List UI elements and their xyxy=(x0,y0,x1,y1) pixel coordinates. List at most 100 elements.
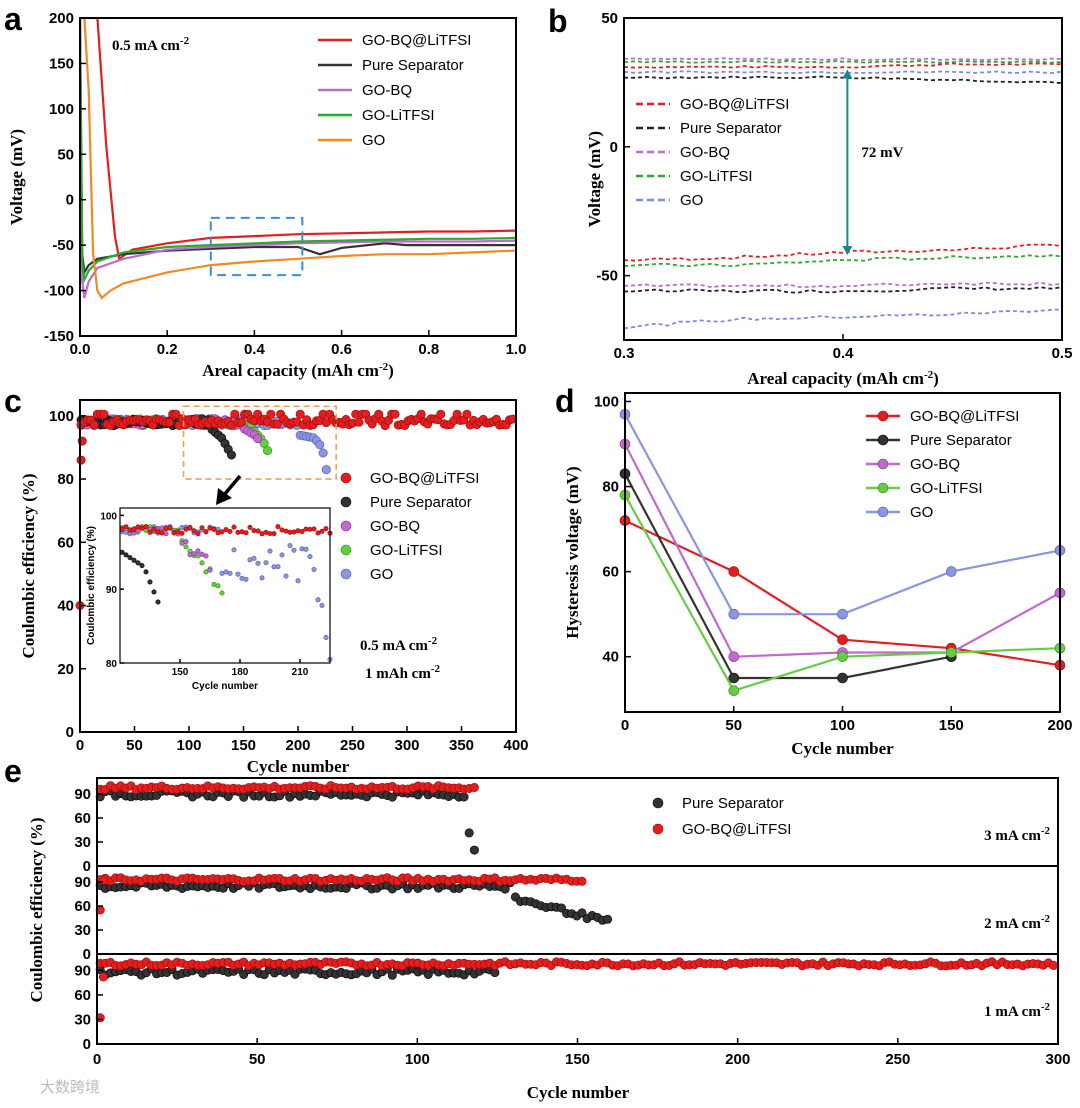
data-point-pure-separator xyxy=(387,970,397,980)
gap-arrow-head-top xyxy=(842,69,853,79)
legend-marker-go-litfsi xyxy=(877,482,889,494)
data-point-go-bq-litfsi xyxy=(98,972,108,982)
capacity-annotation: 1 mAh cm-2 xyxy=(365,663,440,682)
data-point-pure-separator xyxy=(469,845,479,855)
legend-label-go-bq: GO-BQ xyxy=(370,518,420,535)
inset-data-point-go-bq-litfsi xyxy=(211,526,217,532)
discharge-line-pure-separator xyxy=(623,286,1063,294)
inset-data-point-go-bq-litfsi xyxy=(199,525,205,531)
inset-data-point-pure-separator xyxy=(155,599,161,605)
data-point-go-bq-litfsi xyxy=(577,876,587,886)
panel-c-plot xyxy=(75,409,518,610)
x-axis-title: Areal capacity (mAh cm-2) xyxy=(747,369,939,388)
panel-c-ytick-label: 0 xyxy=(66,724,74,741)
legend-label-go-bq-litfsi: GO-BQ@LiTFSI xyxy=(682,821,791,838)
inset-data-point-go-bq-litfsi xyxy=(215,530,221,536)
legend-label-go-bq-litfsi: GO-BQ@LiTFSI xyxy=(362,32,471,49)
rate-annotation: 0.5 mA cm-2 xyxy=(112,35,190,54)
inset-data-point-go-bq-litfsi xyxy=(243,530,249,536)
panel-b-xtick-label: 0.5 xyxy=(1052,345,1073,362)
panel-b-ytick-label: 50 xyxy=(601,10,618,27)
inset-data-point-go-bq xyxy=(163,531,169,537)
legend-marker-go-bq xyxy=(340,520,352,532)
inset-data-point-pure-separator xyxy=(131,557,137,563)
data-point-go xyxy=(945,566,957,577)
legend-label-go-bq: GO-BQ xyxy=(680,144,730,161)
inset-ytick-label: 90 xyxy=(106,585,118,596)
data-point-go-bq-litfsi xyxy=(469,782,479,792)
inset-data-point-go-bq-litfsi xyxy=(255,528,261,534)
data-point-go-bq-litfsi xyxy=(230,409,240,419)
panel-a-xtick-label: 0.4 xyxy=(244,341,266,358)
series-line-pure-separator xyxy=(624,473,952,680)
inset-data-point-go xyxy=(279,552,285,558)
subpanel-0-ytick-label: 30 xyxy=(74,834,91,851)
data-point-go-bq-litfsi xyxy=(272,419,282,429)
x-axis-title: Areal capacity (mAh cm-2) xyxy=(202,361,394,380)
panel-e-xtick-label: 0 xyxy=(93,1051,101,1068)
panel-c-xtick-label: 400 xyxy=(503,737,528,754)
panel-d-ytick-label: 80 xyxy=(602,479,619,496)
rate-annotation: 0.5 mA cm-2 xyxy=(360,635,438,654)
inset-data-point-go xyxy=(315,597,321,603)
chart-panel-a: 0.0 0.2 0.4 0.6 0.8 1.0 -150 -100 -50 0 50 100 150 20… xyxy=(7,10,526,380)
legend-label-pure-separator: Pure Separator xyxy=(362,57,464,74)
panel-letter-c: c xyxy=(4,383,22,419)
inset-data-point-pure-separator xyxy=(139,563,145,569)
panel-c-xtick-label: 200 xyxy=(285,737,310,754)
data-point-go-litfsi xyxy=(837,651,848,663)
panel-c-ytick-label: 40 xyxy=(57,598,74,615)
data-point-go-bq-litfsi xyxy=(390,409,400,419)
data-point-go-bq-litfsi xyxy=(462,409,472,419)
legend-label-go-bq-litfsi: GO-BQ@LiTFSI xyxy=(370,470,479,487)
inset-data-point-go-litfsi xyxy=(183,544,189,550)
inset-x-axis-title: Cycle number xyxy=(192,681,258,692)
subpanel-2-ma-cm xyxy=(95,873,613,925)
chart-panel-c: 0 50 100 150 200 250 300 350 400 0 20 40 60 80 100 Cycl… xyxy=(19,399,529,776)
y-axis-title: Hysteresis voltage (mV) xyxy=(563,466,582,638)
legend-label-go-bq-litfsi: GO-BQ@LiTFSI xyxy=(910,408,1019,425)
inset-frame xyxy=(119,507,331,664)
subpanel-1-ytick-label: 30 xyxy=(74,922,91,939)
rate-label: 1 mA cm-2 xyxy=(984,1001,1050,1020)
inset-data-point-go xyxy=(243,576,249,582)
inset-plot xyxy=(119,524,333,662)
inset-chart: 150 180 210 80 90 100 Cycle number Coulombic ef… xyxy=(86,507,333,692)
inset-data-point-go-bq xyxy=(195,548,201,554)
x-axis-title: Cycle number xyxy=(527,1083,630,1102)
data-point-pure-separator xyxy=(728,672,740,684)
inset-data-point-go xyxy=(303,546,309,552)
panel-letter-a: a xyxy=(4,1,22,37)
legend-label-pure-separator: Pure Separator xyxy=(910,432,1012,449)
data-point-pure-separator xyxy=(577,908,587,918)
inset-data-point-go-bq-litfsi xyxy=(299,529,305,535)
inset-data-point-go-bq-litfsi xyxy=(187,524,193,530)
legend-label-go-bq: GO-BQ xyxy=(910,456,960,473)
inset-data-point-go xyxy=(283,573,289,579)
panel-c-xtick-label: 250 xyxy=(340,737,365,754)
inset-data-point-pure-separator xyxy=(123,552,129,558)
inset-data-point-go-bq xyxy=(207,567,213,573)
data-point-pure-separator xyxy=(459,792,469,802)
series-line-go-bq xyxy=(80,18,516,299)
y-axis-title: Voltage (mV) xyxy=(585,131,604,227)
panel-a-ytick-label: 200 xyxy=(49,10,74,27)
data-point-go xyxy=(728,608,740,620)
data-point-go xyxy=(318,448,328,458)
legend-marker-go-bq xyxy=(877,458,889,470)
charge-line-go-bq xyxy=(623,57,1063,62)
data-point-pure-separator xyxy=(464,828,474,838)
panel-a-ytick-label: 100 xyxy=(49,101,74,118)
inset-data-point-go-bq-litfsi xyxy=(167,525,173,531)
legend-label-go-bq-litfsi: GO-BQ@LiTFSI xyxy=(680,96,789,113)
inset-data-point-go xyxy=(275,564,281,570)
inset-data-point-go xyxy=(227,570,233,576)
inset-data-point-pure-separator xyxy=(127,555,133,561)
data-point-go-bq-litfsi xyxy=(416,409,426,419)
inset-data-point-go-bq-litfsi xyxy=(151,526,157,532)
legend-marker-go xyxy=(877,506,889,518)
panel-d-ytick-label: 40 xyxy=(602,649,619,666)
data-point-go-bq-litfsi xyxy=(728,566,740,577)
inset-data-point-go-bq-litfsi xyxy=(203,529,209,535)
y-axis-title: Coulombic efficiency (%) xyxy=(27,817,46,1002)
